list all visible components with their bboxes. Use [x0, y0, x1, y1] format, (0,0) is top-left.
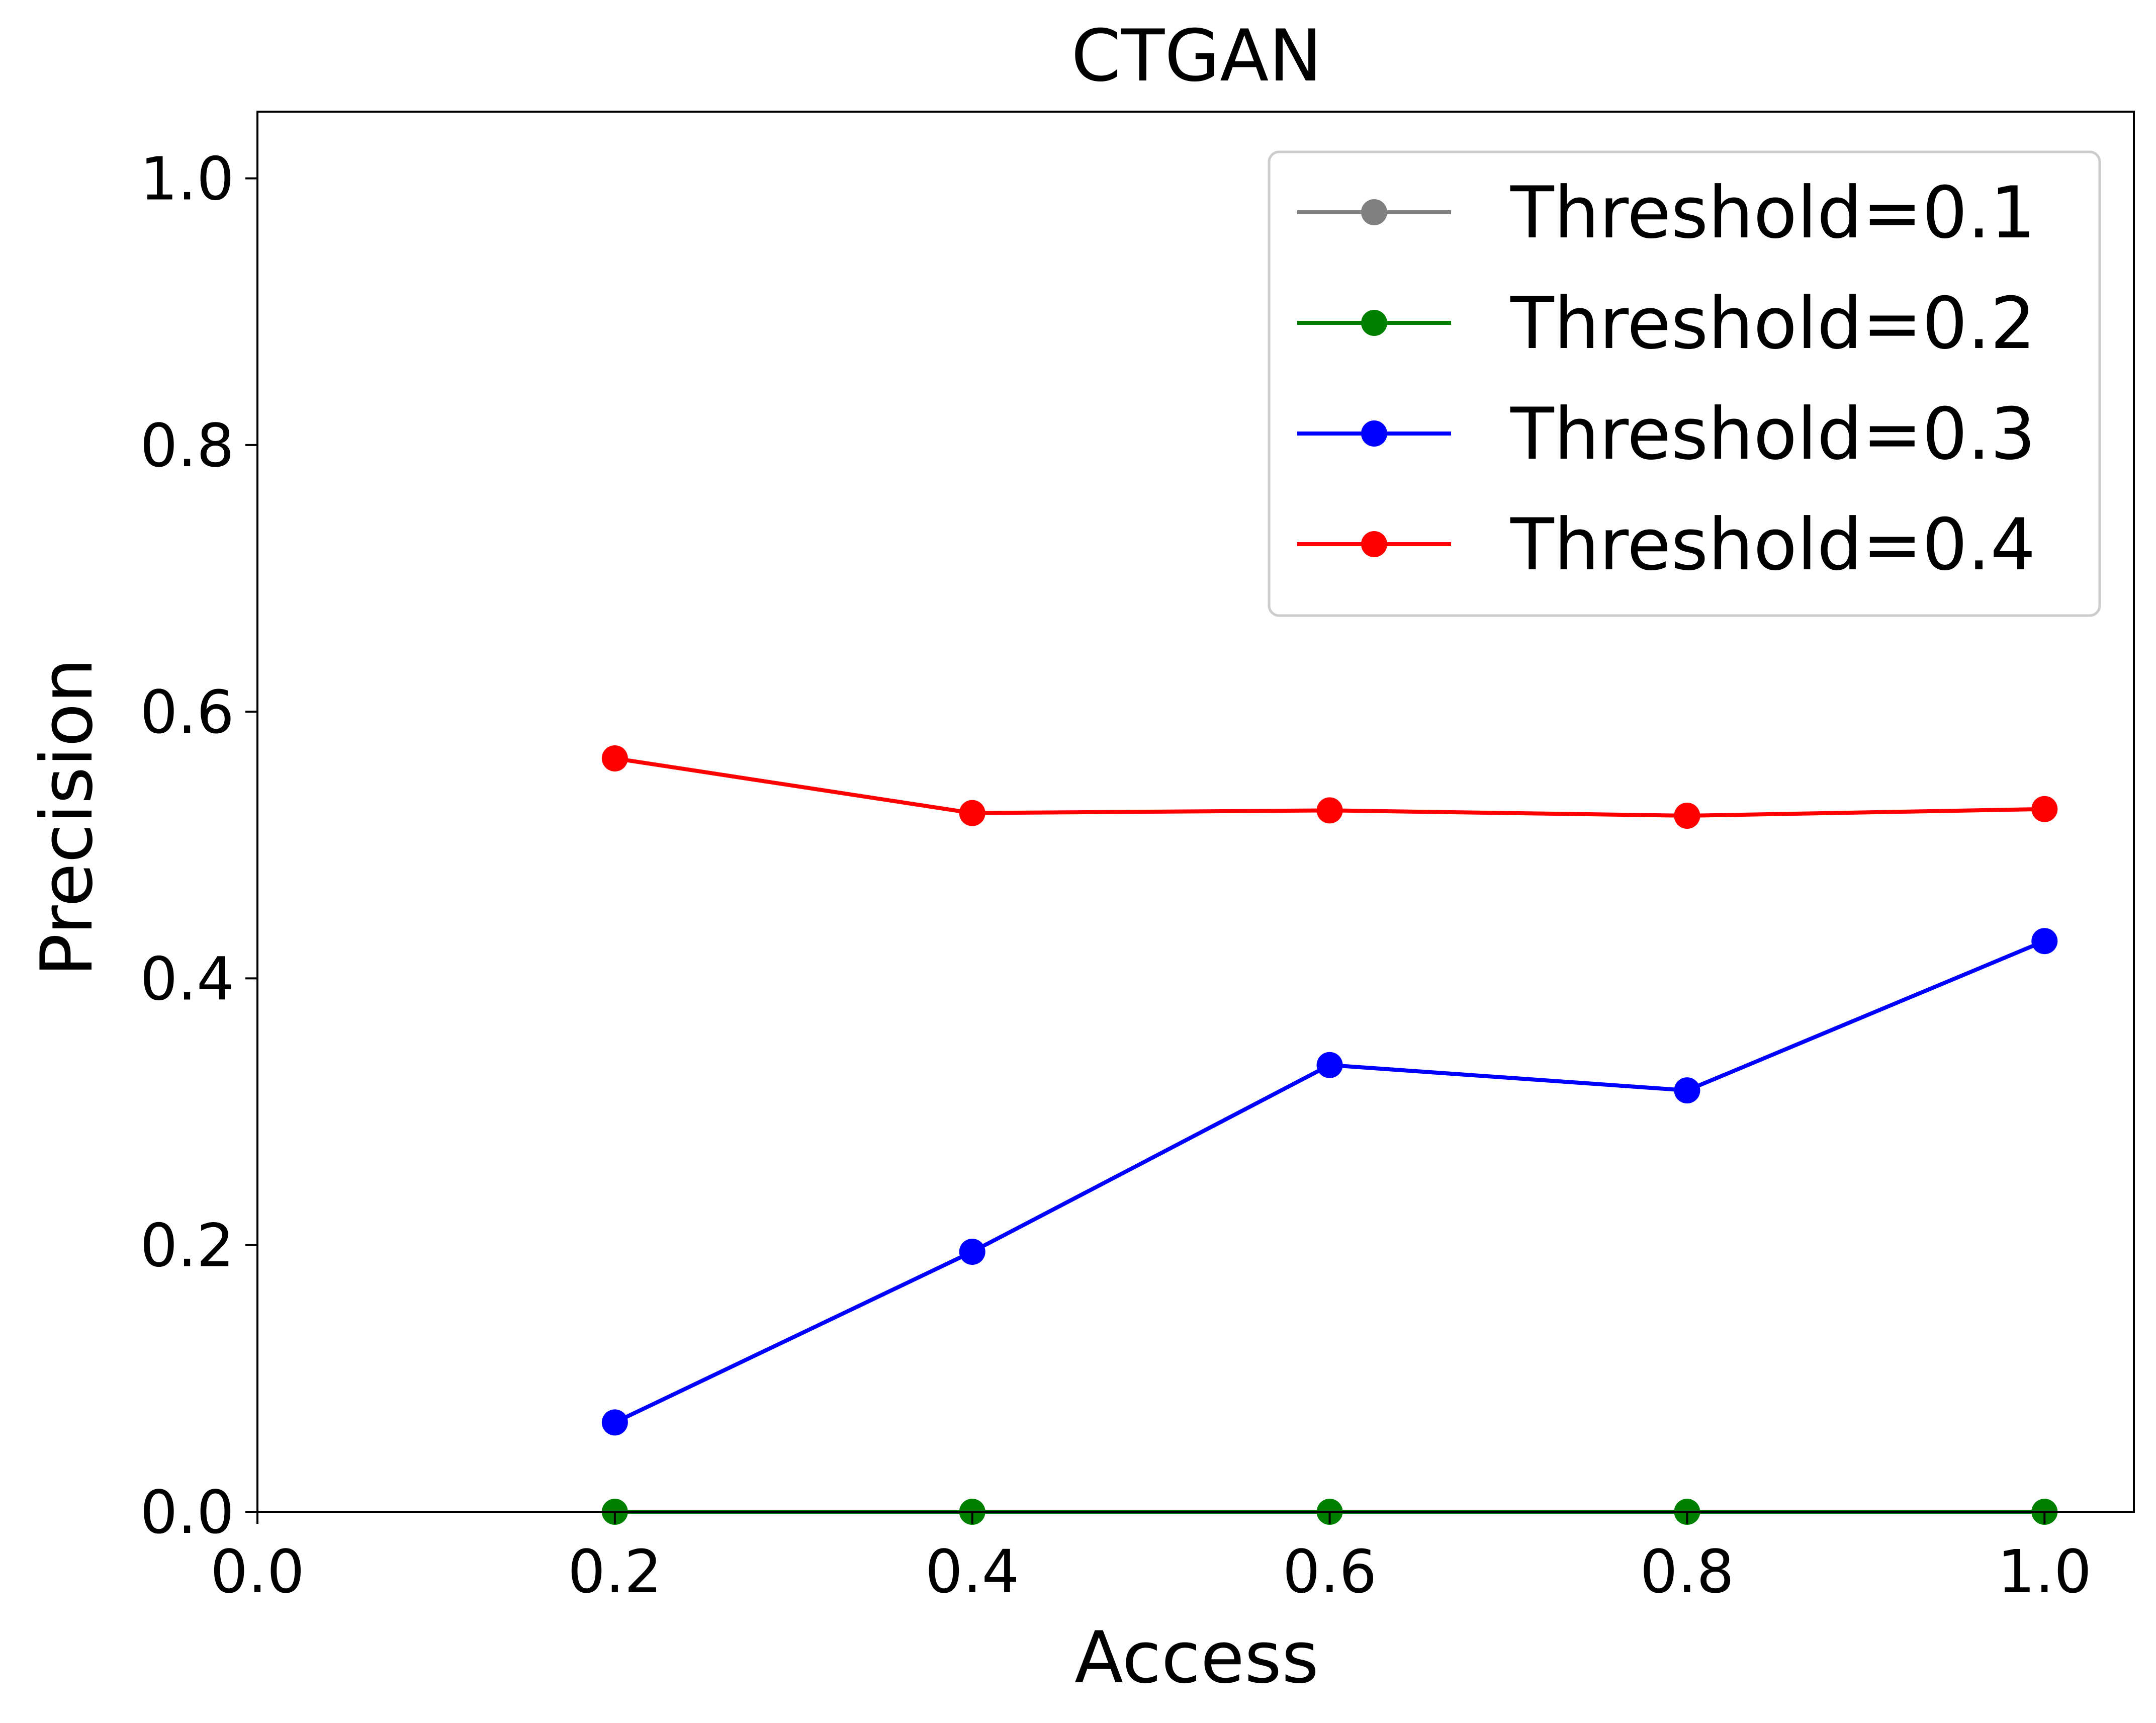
x-tick-label: 1.0: [1997, 1537, 2092, 1606]
legend-marker: [1361, 531, 1387, 557]
legend-label: Threshold=0.2: [1510, 282, 2036, 365]
legend-label: Threshold=0.4: [1510, 503, 2036, 586]
data-point: [2031, 796, 2058, 822]
y-tick-label: 0.2: [140, 1211, 234, 1280]
y-tick-label: 0.0: [140, 1478, 234, 1547]
x-axis-label: Access: [1074, 1616, 1319, 1699]
y-tick-label: 0.6: [140, 677, 234, 747]
data-point: [2031, 928, 2058, 955]
x-tick-label: 0.6: [1283, 1537, 1377, 1606]
data-point: [959, 1238, 985, 1265]
data-point: [601, 745, 628, 771]
y-tick-label: 1.0: [140, 144, 234, 214]
series-4: [601, 745, 2058, 829]
legend-marker: [1361, 420, 1387, 447]
legend-label: Threshold=0.1: [1510, 171, 2036, 254]
legend-item: Threshold=0.3: [1297, 393, 2036, 476]
y-tick-label: 0.4: [140, 944, 234, 1013]
legend-item: Threshold=0.2: [1297, 282, 2036, 365]
data-point: [959, 800, 985, 826]
legend-marker: [1361, 310, 1387, 336]
data-point: [1316, 797, 1343, 824]
series-3: [601, 928, 2058, 1436]
legend-item: Threshold=0.4: [1297, 503, 2036, 586]
legend-box: [1268, 150, 2101, 617]
x-tick-label: 0.2: [568, 1537, 662, 1606]
y-axis-label: Precision: [26, 658, 109, 977]
data-point: [1674, 1077, 1700, 1104]
legend: Threshold=0.1 Threshold=0.2 Threshold=0.3 T…: [1268, 150, 2101, 617]
legend-label: Threshold=0.3: [1510, 393, 2036, 476]
x-tick-label: 0.8: [1640, 1537, 1735, 1606]
legend-item: Threshold=0.1: [1297, 171, 2036, 254]
legend-marker: [1361, 199, 1387, 225]
x-tick-label: 0.0: [210, 1537, 305, 1606]
y-axis: 0.0 0.2 0.4 0.6 0.8 1.0: [140, 144, 257, 1547]
chart-title: CTGAN: [1071, 15, 1322, 98]
y-tick-label: 0.8: [140, 411, 234, 480]
data-point: [1674, 802, 1700, 829]
x-axis: 0.0 0.2 0.4 0.6 0.8 1.0: [210, 1512, 2092, 1606]
x-tick-label: 0.4: [925, 1537, 1020, 1606]
data-point: [601, 1409, 628, 1436]
data-point: [1316, 1052, 1343, 1078]
plot-frame: [256, 111, 2135, 1513]
